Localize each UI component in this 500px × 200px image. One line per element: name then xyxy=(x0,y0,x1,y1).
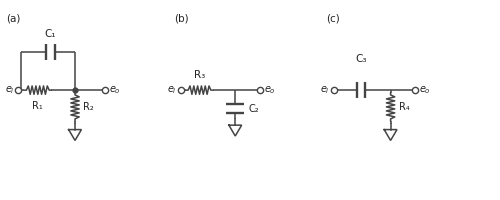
Text: R₃: R₃ xyxy=(194,70,205,80)
Text: R₁: R₁ xyxy=(32,101,43,111)
Text: R₄: R₄ xyxy=(399,102,409,112)
Text: $e_o$: $e_o$ xyxy=(419,84,431,96)
Text: (b): (b) xyxy=(174,14,188,24)
Text: $e_i$: $e_i$ xyxy=(167,84,177,96)
Text: $e_o$: $e_o$ xyxy=(108,84,120,96)
Text: $e_o$: $e_o$ xyxy=(264,84,276,96)
Text: $e_i$: $e_i$ xyxy=(4,84,15,96)
Text: C₁: C₁ xyxy=(44,29,56,39)
Text: R₂: R₂ xyxy=(84,102,94,112)
Text: C₂: C₂ xyxy=(248,104,258,114)
Text: (c): (c) xyxy=(326,14,340,24)
Text: C₃: C₃ xyxy=(355,54,366,64)
Text: (a): (a) xyxy=(6,14,20,24)
Text: $e_i$: $e_i$ xyxy=(320,84,330,96)
